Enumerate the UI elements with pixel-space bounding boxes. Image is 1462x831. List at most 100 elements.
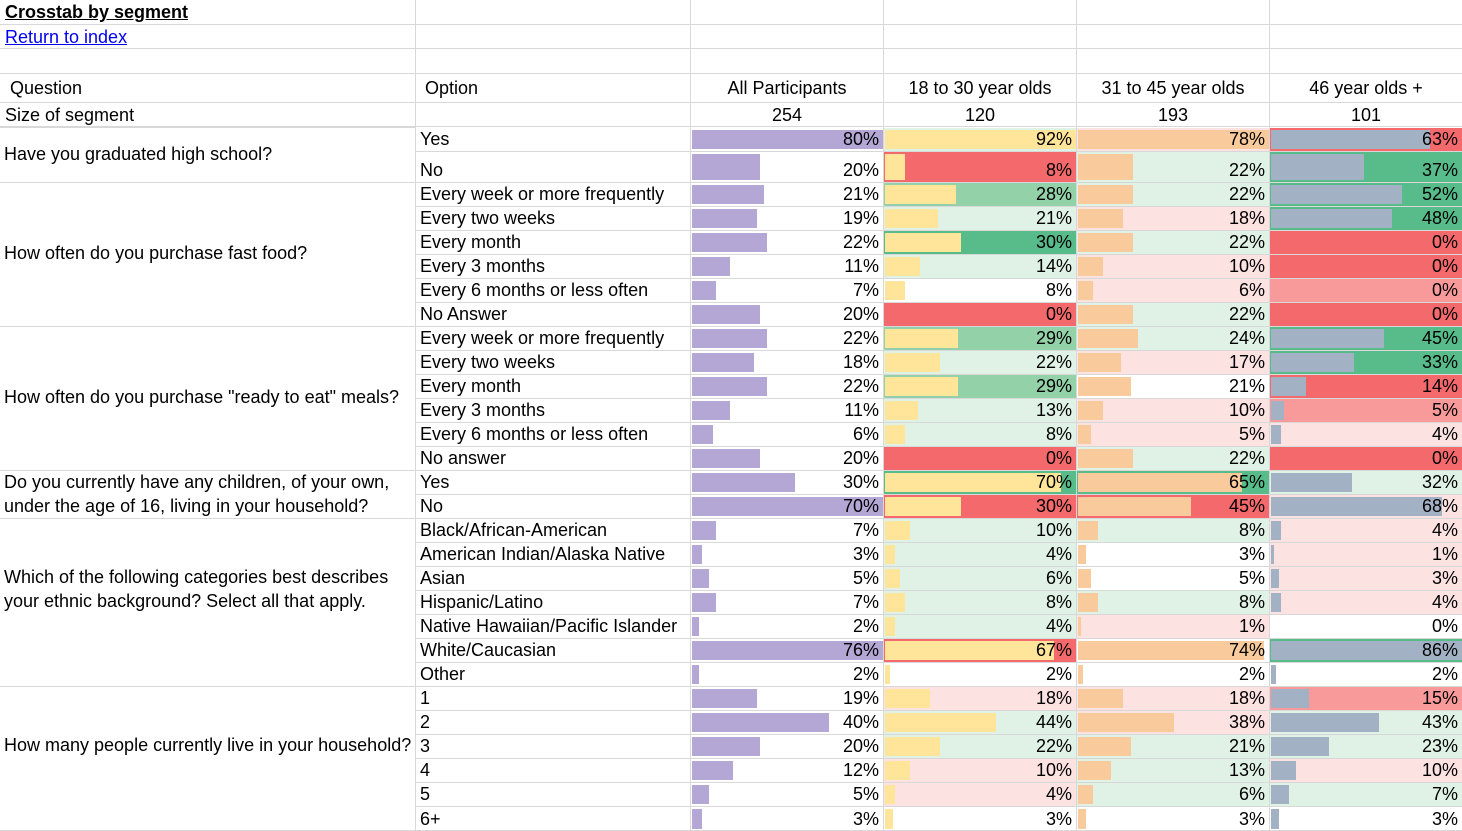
option-label: Native Hawaiian/Pacific Islander: [420, 616, 678, 636]
heat-cell: [884, 615, 1076, 638]
value-cell: 14%: [1035, 256, 1072, 276]
heat-cell: [1077, 783, 1269, 806]
value-cell: 4%: [1431, 520, 1458, 540]
value-cell: 3%: [1238, 809, 1265, 829]
row-gridline: [415, 374, 1462, 375]
heat-cell: [884, 687, 1076, 710]
heat-cell: [884, 783, 1076, 806]
data-bar: [1078, 473, 1242, 492]
data-bar: [1271, 130, 1430, 149]
value-cell: 0%: [1431, 304, 1458, 324]
question-separator: [0, 326, 415, 327]
value-cell: 2%: [1431, 664, 1458, 684]
value-cell: 21%: [842, 184, 879, 204]
heat-cell: [884, 255, 1076, 278]
return-to-index-link[interactable]: Return to index: [5, 27, 128, 47]
data-bar: [692, 809, 702, 829]
data-bar: [1078, 425, 1091, 444]
data-bar: [1271, 521, 1281, 540]
question-separator: [0, 470, 415, 471]
row-gridline: [415, 638, 1462, 639]
row-gridline: [415, 470, 1462, 471]
option-label: 1: [420, 688, 431, 708]
value-cell: 18%: [1228, 208, 1265, 228]
value-cell: 30%: [1035, 496, 1072, 516]
data-bar: [885, 425, 905, 444]
data-bar: [692, 257, 730, 276]
row-gridline: [415, 494, 1462, 495]
data-bar: [692, 425, 713, 444]
data-bar: [1078, 569, 1091, 588]
heat-cell: [1270, 255, 1462, 278]
value-cell: 7%: [852, 280, 879, 300]
value-cell: 8%: [1238, 592, 1265, 612]
row-gridline: [415, 710, 1462, 711]
value-cell: 24%: [1228, 328, 1265, 348]
size-label: Size of segment: [5, 105, 135, 125]
row-gridline: [415, 686, 1462, 687]
option-label: Every two weeks: [420, 352, 556, 372]
value-cell: 38%: [1228, 712, 1265, 732]
value-cell: 22%: [1035, 736, 1072, 756]
data-bar: [1078, 689, 1123, 708]
option-label: Every week or more frequently: [420, 184, 665, 204]
option-label: Every month: [420, 232, 522, 252]
value-cell: 6%: [1045, 568, 1072, 588]
option-label: No Answer: [420, 304, 508, 324]
row-gridline: [415, 24, 1462, 25]
value-cell: 68%: [1421, 496, 1458, 516]
question-separator: [0, 127, 415, 128]
heat-cell: [884, 423, 1076, 446]
value-cell: 3%: [852, 544, 879, 564]
row-gridline: [415, 614, 1462, 615]
value-cell: 30%: [842, 472, 879, 492]
row-gridline: [415, 422, 1462, 423]
size-18-30: 120: [964, 105, 996, 125]
data-bar: [885, 641, 1054, 660]
data-bar: [692, 353, 754, 372]
sheet-title: Crosstab by segment: [5, 2, 189, 22]
data-bar: [885, 257, 920, 276]
column-gridline: [883, 0, 884, 831]
data-bar: [1078, 593, 1098, 612]
row-gridline: [415, 734, 1462, 735]
data-bar: [692, 521, 716, 540]
option-label: Every 3 months: [420, 256, 546, 276]
row-gridline: [415, 518, 1462, 519]
data-bar: [692, 305, 760, 324]
value-cell: 7%: [852, 520, 879, 540]
value-cell: 8%: [1045, 160, 1072, 180]
data-bar: [1078, 641, 1264, 660]
row-gridline: [415, 230, 1462, 231]
value-cell: 4%: [1045, 544, 1072, 564]
heat-cell: [1077, 279, 1269, 302]
row-gridline: [0, 126, 415, 127]
data-bar: [885, 209, 938, 228]
data-bar: [692, 185, 764, 204]
row-gridline: [415, 48, 1462, 49]
header-46-plus: 46 year olds +: [1309, 78, 1423, 98]
header-31-45: 31 to 45 year olds: [1101, 78, 1245, 98]
data-bar: [1078, 713, 1174, 732]
data-bar: [885, 377, 958, 396]
value-cell: 7%: [852, 592, 879, 612]
value-cell: 3%: [1238, 544, 1265, 564]
value-cell: 80%: [842, 129, 879, 149]
value-cell: 10%: [1421, 760, 1458, 780]
heat-cell: [1077, 351, 1269, 374]
data-bar: [692, 154, 760, 180]
row-gridline: [415, 254, 1462, 255]
value-cell: 29%: [1035, 328, 1072, 348]
row-gridline: [415, 758, 1462, 759]
data-bar: [1078, 497, 1191, 516]
value-cell: 45%: [1228, 496, 1265, 516]
value-cell: 78%: [1228, 129, 1265, 149]
data-bar: [1078, 449, 1133, 468]
value-cell: 20%: [842, 160, 879, 180]
row-gridline: [415, 102, 1462, 103]
value-cell: 11%: [844, 256, 879, 276]
row-gridline: [415, 151, 1462, 152]
option-label: Every month: [420, 376, 522, 396]
value-cell: 5%: [852, 784, 879, 804]
data-bar: [1078, 257, 1103, 276]
